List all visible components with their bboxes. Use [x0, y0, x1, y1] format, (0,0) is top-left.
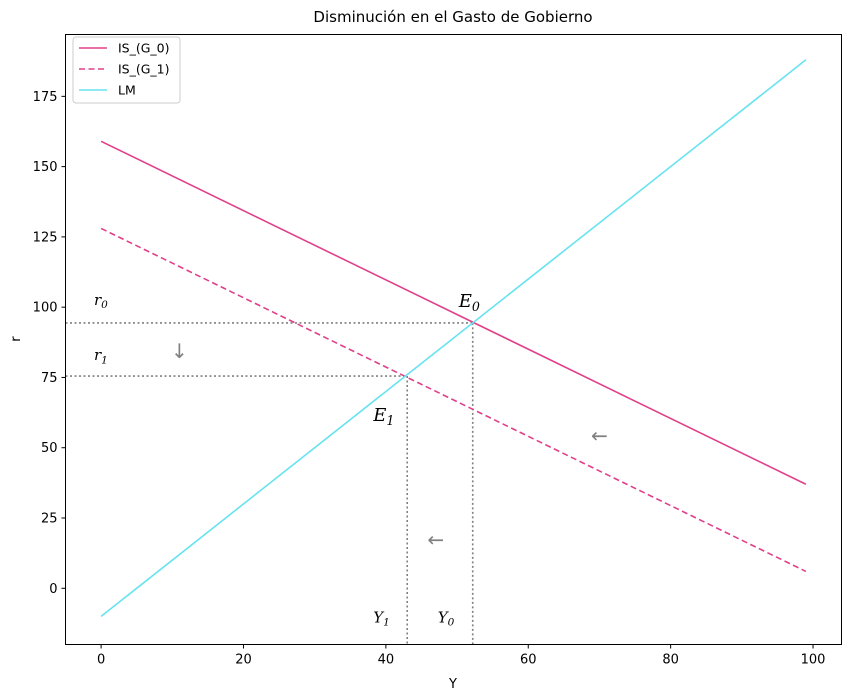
y-tick-label: 75 [41, 371, 58, 386]
legend-label-1: IS_(G_1) [118, 62, 170, 77]
x-tick-label: 60 [520, 653, 537, 668]
y-tick-label: 25 [41, 512, 58, 527]
x-tick-label: 80 [662, 653, 679, 668]
legend: IS_(G_0) IS_(G_1) LM [72, 36, 181, 104]
y-tick-label: 50 [41, 441, 58, 456]
axes-frame [65, 34, 842, 645]
legend-label-2: LM [118, 83, 136, 98]
legend-label-0: IS_(G_0) [118, 41, 170, 56]
annotation-r1: r1 [94, 346, 108, 366]
series-line-2 [100, 59, 807, 618]
series-line-0 [100, 140, 807, 485]
y-axis: 0 25 50 75 100 125 150 175 [33, 90, 66, 597]
y-tick-label: 125 [33, 230, 58, 245]
x-tick-label: 40 [378, 653, 395, 668]
y-tick-label: 0 [49, 582, 57, 597]
x-tick-label: 20 [235, 653, 252, 668]
x-tick-label: 100 [801, 653, 826, 668]
shift-arrow-0: ↓ [171, 339, 188, 363]
shift-arrow-2: ← [591, 423, 608, 447]
plot-area: E0 E1 r0 r1 Y1 Y0 ↓ ← ← [65, 59, 807, 645]
shift-arrow-1: ← [427, 527, 444, 551]
y-tick-label: 150 [33, 160, 58, 175]
y-axis-label: r [9, 336, 24, 342]
y-tick-label: 100 [33, 301, 58, 316]
x-axis: 0 20 40 60 80 100 [97, 644, 826, 668]
x-tick-label: 0 [97, 653, 105, 668]
annotation-y1: Y1 [373, 608, 390, 628]
annotation-r0: r0 [94, 291, 108, 311]
equilibrium-label-e1: E1 [372, 405, 394, 428]
annotation-y0: Y0 [438, 608, 455, 628]
chart-title: Disminución en el Gasto de Gobierno [313, 8, 592, 26]
legend-box [72, 36, 181, 104]
equilibrium-label-e0: E0 [458, 291, 480, 314]
series-line-1 [100, 227, 807, 573]
x-axis-label: Y [448, 677, 457, 692]
y-tick-label: 175 [33, 90, 58, 105]
